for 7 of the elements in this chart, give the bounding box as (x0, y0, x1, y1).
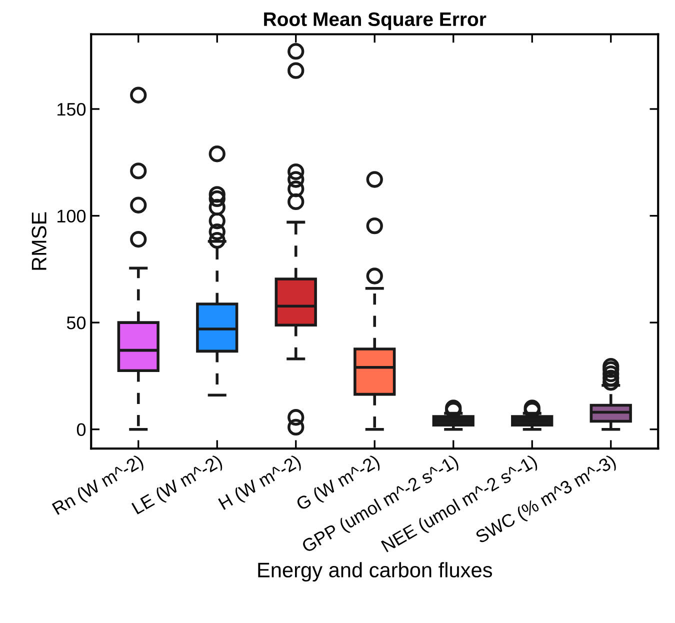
y-axis-title: RMSE (32, 212, 46, 270)
y-tick-label: 100 (58, 210, 86, 223)
y-tick-label: 50 (66, 316, 86, 330)
y-tick-label: 150 (58, 102, 86, 116)
chart-title: Root Mean Square Error (264, 12, 486, 30)
y-tick-label: 0 (76, 423, 86, 436)
x-axis-title: Energy and carbon fluxes (258, 562, 492, 582)
